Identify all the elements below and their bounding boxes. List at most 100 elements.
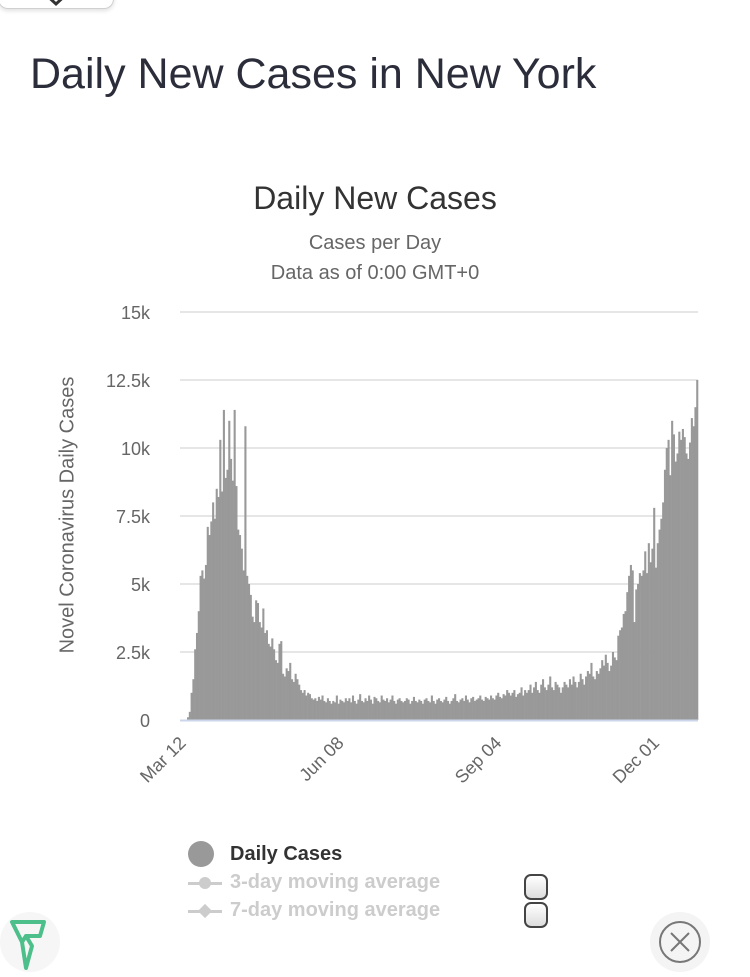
bar xyxy=(513,690,516,720)
bar xyxy=(457,702,460,720)
bar xyxy=(420,700,423,720)
y-tick-label: 2.5k xyxy=(116,643,151,663)
bar xyxy=(316,700,319,720)
bar xyxy=(559,692,563,720)
bar xyxy=(423,699,426,720)
bar xyxy=(226,469,229,720)
bar xyxy=(190,692,193,720)
bar xyxy=(230,458,233,720)
bar xyxy=(470,698,473,720)
bar xyxy=(556,684,559,720)
bar xyxy=(536,690,539,720)
bar xyxy=(353,700,356,720)
bar xyxy=(518,692,521,720)
bar xyxy=(188,711,191,720)
bar xyxy=(452,698,455,720)
bar xyxy=(273,649,276,720)
bar xyxy=(500,698,503,720)
legend-label: 3-day moving average xyxy=(230,871,441,893)
y-tick-label: 0 xyxy=(140,711,150,731)
bar xyxy=(672,434,675,720)
bar xyxy=(606,662,609,720)
bar xyxy=(466,699,469,720)
bar xyxy=(585,676,588,720)
bar xyxy=(581,679,584,720)
bar xyxy=(258,622,261,720)
bar xyxy=(540,684,543,720)
y-tick-label: 12.5k xyxy=(106,371,151,391)
bar xyxy=(552,690,555,720)
bar xyxy=(549,676,552,720)
bar xyxy=(687,458,690,720)
bar xyxy=(394,703,398,720)
bar xyxy=(203,578,206,720)
bar xyxy=(344,698,347,720)
bar xyxy=(565,684,568,720)
bar xyxy=(290,679,294,720)
bar xyxy=(325,702,328,720)
toggle-3day-checkbox[interactable] xyxy=(524,874,548,900)
bar xyxy=(665,448,668,720)
bar xyxy=(438,698,441,720)
bar xyxy=(274,660,277,720)
bar xyxy=(287,671,290,720)
y-tick-label: 10k xyxy=(121,439,151,459)
bar xyxy=(387,702,390,720)
bar xyxy=(317,696,320,720)
bar xyxy=(631,570,634,720)
legend-item-daily-cases[interactable]: Daily Cases xyxy=(188,841,342,867)
bar xyxy=(393,700,396,720)
bar xyxy=(292,681,295,720)
bar xyxy=(692,426,695,720)
bar xyxy=(577,681,580,720)
bar xyxy=(610,665,613,720)
bar xyxy=(212,502,215,720)
bar xyxy=(681,428,684,720)
bar xyxy=(678,431,681,720)
bar xyxy=(626,592,629,720)
bar xyxy=(488,699,491,720)
bar xyxy=(217,496,220,720)
legend-label: 7-day moving average xyxy=(230,899,441,921)
legend-label: Daily Cases xyxy=(230,842,343,865)
bar xyxy=(676,453,679,720)
bar xyxy=(654,567,658,720)
bar xyxy=(642,570,645,720)
bar xyxy=(515,696,518,720)
bar xyxy=(350,702,353,720)
bar xyxy=(490,695,493,720)
legend-item-7day-average[interactable]: 7-day moving average xyxy=(188,899,440,922)
bar xyxy=(310,698,313,720)
bar xyxy=(495,695,498,720)
bar xyxy=(624,611,627,720)
bar xyxy=(482,700,485,720)
bar xyxy=(464,695,468,720)
bar xyxy=(194,649,197,720)
bar xyxy=(572,676,575,720)
bar xyxy=(568,679,571,720)
bar xyxy=(637,584,640,720)
bar xyxy=(570,684,573,720)
bar xyxy=(529,684,532,720)
bar xyxy=(450,700,453,720)
close-circle-icon xyxy=(659,921,701,963)
bar xyxy=(429,702,432,720)
line-diamond-marker-icon xyxy=(188,901,222,921)
close-ad-button[interactable] xyxy=(650,912,710,972)
bar xyxy=(527,690,530,720)
bar xyxy=(563,681,566,720)
bar xyxy=(280,641,283,720)
chart-subtitle: Cases per Day xyxy=(308,232,442,254)
legend-item-3day-average[interactable]: 3-day moving average xyxy=(188,871,440,894)
bar xyxy=(298,684,301,720)
bar xyxy=(262,608,265,720)
bar xyxy=(378,702,381,720)
bar xyxy=(330,703,333,720)
bar xyxy=(509,695,512,720)
bar xyxy=(534,681,537,720)
bar xyxy=(244,426,247,720)
app-logo[interactable] xyxy=(0,912,60,972)
toggle-7day-checkbox[interactable] xyxy=(524,902,548,928)
y-tick-label: 15k xyxy=(121,303,151,323)
bar xyxy=(543,687,546,720)
